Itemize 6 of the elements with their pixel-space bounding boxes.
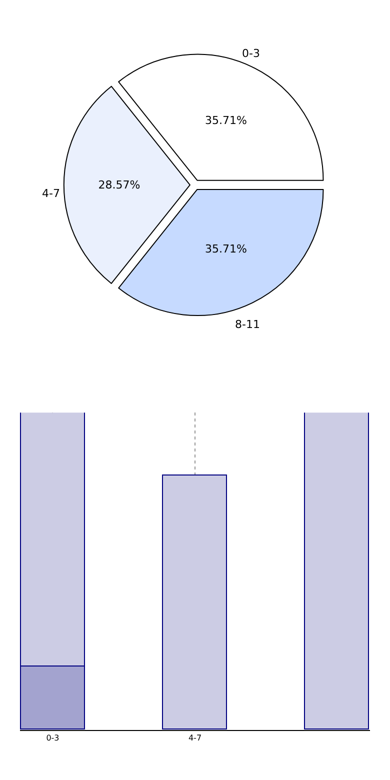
slice-label: 0-3 [242,47,260,60]
slice-label: 8-11 [235,318,260,331]
data-label: 28.57% [98,178,140,192]
data-label: 35.71% [204,114,247,128]
slice-label: 4-7 [42,187,60,200]
data-label: 35.71% [204,242,247,256]
